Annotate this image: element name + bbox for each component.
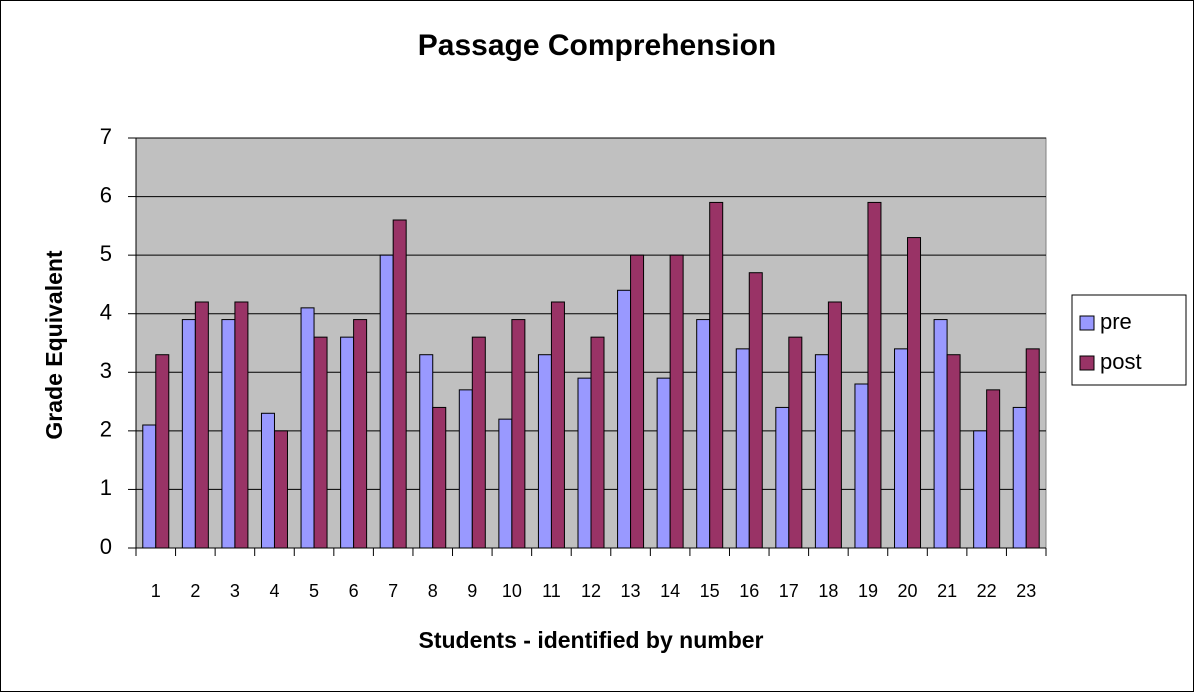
y-tick-label: 2: [100, 417, 112, 442]
y-tick-label: 3: [100, 358, 112, 383]
bar: [973, 430, 988, 549]
x-axis-label: Students - identified by number: [418, 627, 763, 653]
bar: [313, 336, 328, 549]
bar: [617, 289, 632, 549]
bar: [458, 389, 473, 549]
x-tick-label: 14: [660, 581, 680, 601]
x-tick-label: 12: [581, 581, 601, 601]
x-tick-label: 4: [269, 581, 279, 601]
bar: [696, 319, 711, 549]
bar: [300, 307, 315, 549]
legend-label: post: [1100, 349, 1142, 374]
x-tick-label: 11: [542, 581, 561, 601]
bar: [550, 301, 565, 549]
bar: [577, 377, 592, 549]
y-tick-label: 7: [100, 124, 112, 149]
x-tick-label: 13: [621, 581, 641, 601]
bar: [894, 348, 909, 549]
x-tick-label: 8: [428, 581, 438, 601]
x-tick-label: 21: [937, 581, 957, 601]
bar: [379, 254, 394, 549]
bar: [498, 418, 513, 549]
bar: [1025, 348, 1040, 549]
bar: [194, 301, 209, 549]
bar: [234, 301, 249, 549]
y-tick-label: 1: [100, 475, 112, 500]
bar: [827, 301, 842, 549]
bar: [630, 254, 645, 549]
bar: [986, 389, 1001, 549]
bar: [775, 406, 790, 549]
x-tick-label: 22: [977, 581, 997, 601]
y-tick-label: 4: [100, 300, 112, 325]
bar: [788, 336, 803, 549]
bar: [669, 254, 684, 549]
bar: [273, 430, 288, 549]
bar: [748, 272, 763, 549]
bar: [867, 201, 882, 549]
bar: [511, 319, 526, 549]
bar: [933, 319, 948, 549]
legend-swatch: [1079, 355, 1095, 371]
bar: [221, 319, 236, 549]
bar: [907, 237, 922, 549]
bar: [656, 377, 671, 549]
bar: [854, 383, 869, 549]
bar: [946, 354, 961, 549]
y-axis-label: Grade Equivalent: [41, 250, 67, 440]
x-tick-label: 23: [1016, 581, 1036, 601]
bar: [155, 354, 170, 549]
x-tick-label: 16: [739, 581, 759, 601]
x-tick-label: 7: [388, 581, 398, 601]
bar: [709, 201, 724, 549]
bar: [419, 354, 434, 549]
bar: [814, 354, 829, 549]
bar: [1012, 406, 1027, 549]
x-tick-label: 10: [502, 581, 522, 601]
chart-title: Passage Comprehension: [418, 29, 776, 62]
bar: [181, 319, 196, 549]
x-tick-label: 18: [818, 581, 838, 601]
bar: [471, 336, 486, 549]
x-tick-label: 15: [700, 581, 720, 601]
legend-label: pre: [1100, 309, 1132, 334]
bar: [735, 348, 750, 549]
bar: [432, 406, 447, 549]
bar: [142, 424, 157, 549]
bar: [353, 319, 368, 549]
x-tick-label: 9: [467, 581, 477, 601]
x-tick-label: 17: [779, 581, 799, 601]
y-tick-label: 6: [100, 182, 112, 207]
x-tick-label: 5: [309, 581, 319, 601]
bar: [537, 354, 552, 549]
legend-swatch: [1079, 315, 1095, 331]
x-tick-label: 6: [349, 581, 359, 601]
x-tick-label: 2: [190, 581, 200, 601]
x-tick-label: 1: [151, 581, 161, 601]
bar: [260, 412, 275, 549]
y-tick-label: 5: [100, 241, 112, 266]
bar: [590, 336, 605, 549]
x-tick-label: 3: [230, 581, 240, 601]
x-tick-label: 19: [858, 581, 878, 601]
bar: [340, 336, 355, 549]
x-tick-label: 20: [898, 581, 918, 601]
bar: [392, 219, 407, 549]
y-tick-label: 0: [100, 534, 112, 559]
